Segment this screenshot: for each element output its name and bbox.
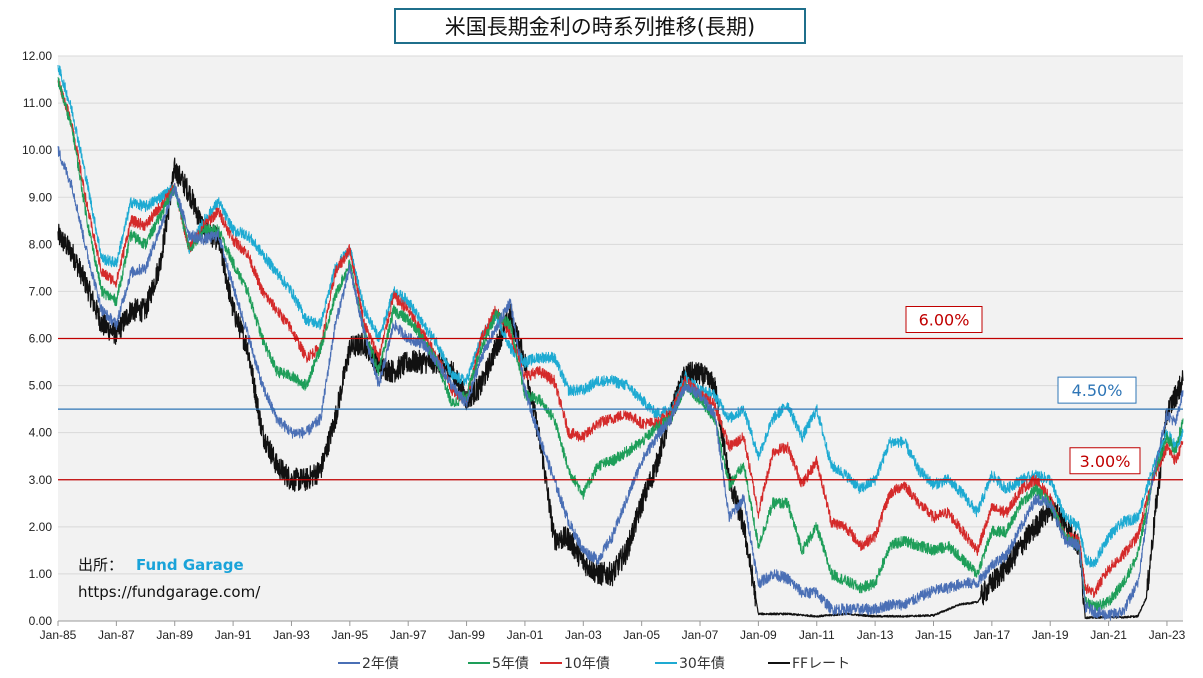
y-tick-label: 5.00 — [29, 379, 53, 393]
reference-label-box — [1057, 376, 1137, 404]
x-tick-label: Jan-11 — [799, 628, 835, 642]
x-tick-label: Jan-97 — [390, 628, 427, 642]
x-tick-label: Jan-01 — [507, 628, 544, 642]
x-tick-label: Jan-85 — [40, 628, 77, 642]
legend-label: 5年債 — [492, 656, 529, 672]
x-tick-label: Jan-13 — [857, 628, 894, 642]
x-tick-label: Jan-15 — [915, 628, 952, 642]
series-line-1 — [57, 77, 1184, 613]
y-tick-label: 8.00 — [29, 237, 53, 251]
legend-label: 10年債 — [564, 656, 610, 672]
x-tick-label: Jan-95 — [331, 628, 368, 642]
reference-label: 3.00% — [1080, 452, 1131, 471]
chart-title: 米国長期金利の時系列推移(長期) — [394, 8, 806, 44]
x-tick-label: Jan-09 — [740, 628, 777, 642]
x-tick-label: Jan-19 — [1032, 628, 1069, 642]
series-line-2 — [57, 78, 1184, 599]
source-url: https://fundgarage.com/ — [78, 583, 261, 601]
y-tick-label: 11.00 — [23, 96, 52, 110]
y-tick-label: 6.00 — [29, 332, 53, 346]
reference-label-box — [905, 306, 983, 333]
y-tick-label: 3.00 — [29, 473, 53, 487]
x-tick-label: Jan-05 — [623, 628, 660, 642]
reference-label: 4.50% — [1072, 381, 1123, 400]
reference-label: 6.00% — [919, 311, 970, 330]
legend-label: 2年債 — [362, 656, 399, 672]
y-tick-label: 7.00 — [29, 284, 53, 298]
y-tick-label: 10.00 — [22, 143, 52, 157]
series-line-0 — [57, 146, 1184, 621]
x-tick-label: Jan-17 — [974, 628, 1011, 642]
source-prefix: 出所： — [78, 556, 123, 574]
x-tick-label: Jan-21 — [1090, 628, 1127, 642]
source-note: 出所： Fund Garage https://fundgarage.com/ — [78, 556, 261, 601]
x-axis: Jan-85 Jan-87 Jan-89 Jan-91 Jan-93 Jan-95 Jan-… — [40, 620, 1186, 642]
x-tick-label: Jan-89 — [156, 628, 193, 642]
x-tick-label: Jan-99 — [448, 628, 485, 642]
x-tick-label: Jan-91 — [215, 628, 252, 642]
legend-label: FFレート — [792, 656, 850, 672]
reference-label-box — [1069, 447, 1141, 475]
y-tick-label: 1.00 — [29, 567, 53, 581]
y-tick-label: 12.00 — [22, 49, 52, 63]
series-line-3 — [57, 64, 1184, 568]
x-tick-label: Jan-93 — [273, 628, 310, 642]
source-brand: Fund Garage — [136, 556, 244, 574]
x-tick-label: Jan-87 — [98, 628, 135, 642]
y-tick-label: 9.00 — [29, 190, 53, 204]
legend: 2年債 5年債 10年債 30年債 FFレート — [338, 656, 850, 672]
y-tick-label: 0.00 — [29, 614, 53, 628]
y-tick-label: 2.00 — [29, 520, 53, 534]
reference-lines: 6.00% 4.50% 3.00% — [58, 306, 1183, 481]
x-tick-label: Jan-03 — [565, 628, 602, 642]
x-tick-label: Jan-07 — [682, 628, 719, 642]
x-tick-label: Jan-23 — [1149, 628, 1186, 642]
y-axis: 0.00 1.00 2.00 3.00 4.00 5.00 6.00 7.00 8.00 9.00… — [22, 49, 52, 628]
y-tick-label: 4.00 — [29, 426, 53, 440]
legend-label: 30年債 — [679, 656, 725, 672]
